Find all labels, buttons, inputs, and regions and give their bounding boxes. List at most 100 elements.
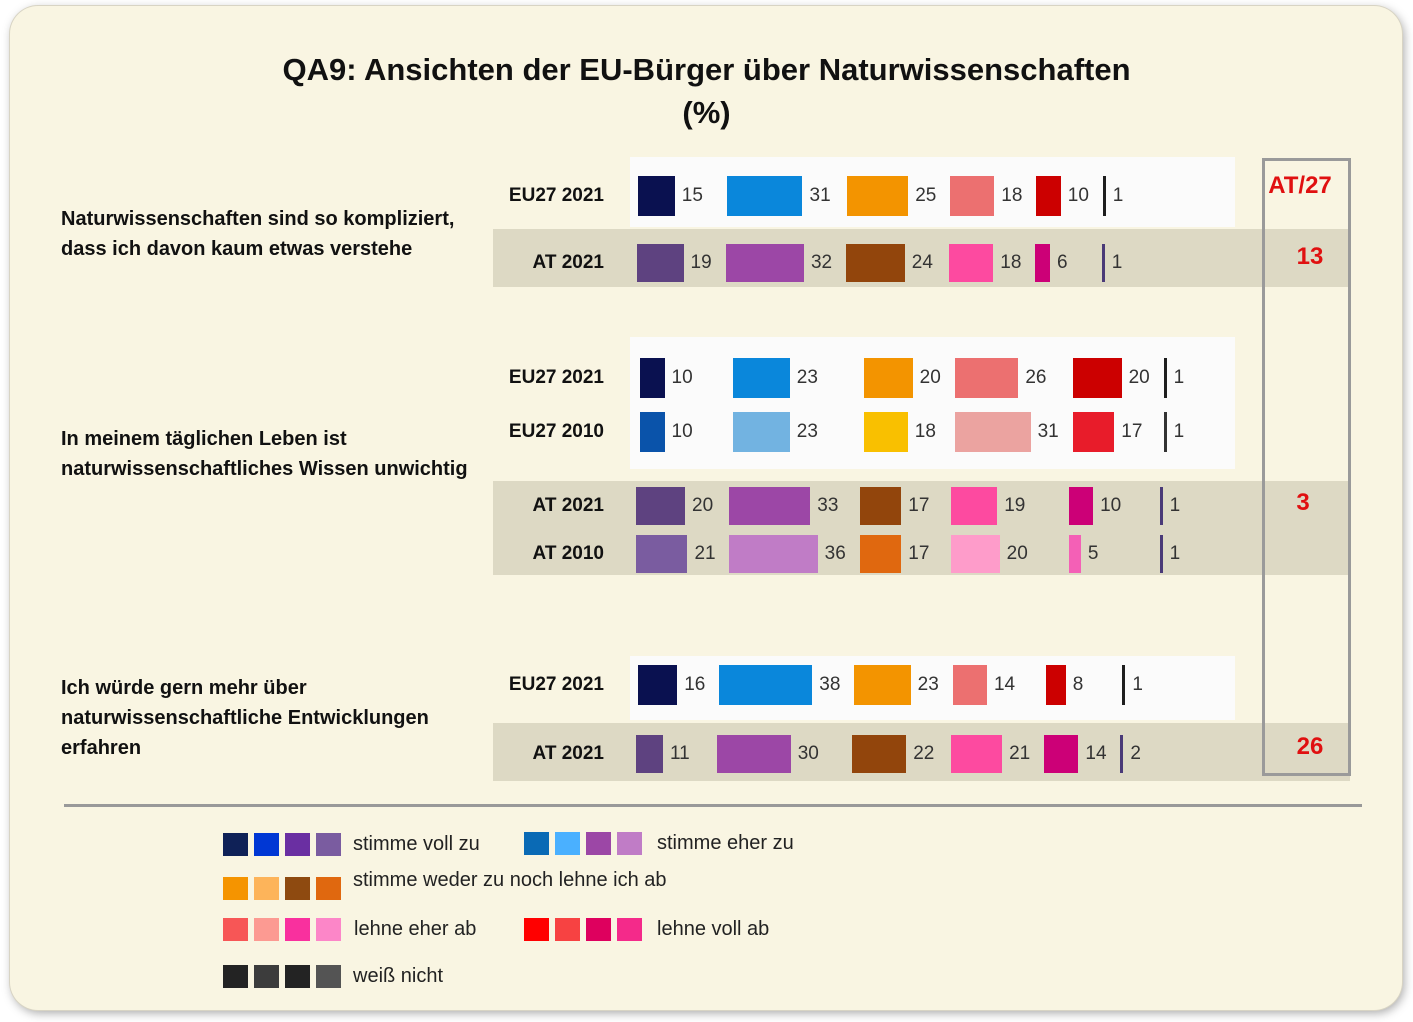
chart-subtitle: (%) <box>682 95 731 130</box>
data-label: 23 <box>796 367 818 388</box>
bar-2 <box>733 358 790 398</box>
at-band-q3 <box>493 723 1350 781</box>
data-label: 10 <box>1067 185 1089 206</box>
bar-3 <box>845 244 905 282</box>
legend-swatch <box>254 877 279 900</box>
data-label: 25 <box>915 185 937 206</box>
bar-1 <box>640 358 665 398</box>
bar-6 <box>1122 665 1126 705</box>
series-label: EU27 2021 <box>508 674 604 695</box>
legend-divider <box>64 804 1362 807</box>
bar-3 <box>854 665 911 705</box>
data-label: 10 <box>671 421 693 442</box>
bar-6 <box>1159 487 1163 525</box>
bar-1 <box>638 176 675 216</box>
legend-label: lehne voll ab <box>657 918 770 940</box>
legend-swatch <box>254 918 279 941</box>
data-label: 1 <box>1169 543 1181 564</box>
legend-swatch <box>555 918 580 941</box>
bar-4 <box>950 735 1003 773</box>
bar-5 <box>1072 412 1115 452</box>
legend-swatch <box>316 833 341 856</box>
legend-swatch <box>586 832 611 855</box>
bar-3 <box>859 535 902 573</box>
bar-4 <box>949 244 994 282</box>
data-label: 10 <box>1100 495 1122 516</box>
bar-2 <box>733 412 790 452</box>
bar-5 <box>1035 244 1050 282</box>
data-label: 17 <box>908 543 930 564</box>
data-label: 18 <box>914 421 936 442</box>
legend-swatch <box>316 965 341 988</box>
legend-swatch <box>254 833 279 856</box>
data-label: 23 <box>796 421 818 442</box>
bar-6 <box>1102 176 1106 216</box>
data-label: 15 <box>681 185 703 206</box>
data-label: 1 <box>1169 495 1181 516</box>
data-label: 24 <box>911 252 933 273</box>
bar-3 <box>859 487 902 525</box>
bar-3 <box>863 358 913 398</box>
legend-swatch <box>555 832 580 855</box>
legend-label: weiß nicht <box>353 965 444 987</box>
legend-swatch <box>586 918 611 941</box>
data-label: 21 <box>694 543 716 564</box>
data-label: 5 <box>1087 543 1099 564</box>
data-label: 2 <box>1130 743 1141 764</box>
bar-6 <box>1163 358 1167 398</box>
legend-swatch <box>617 832 642 855</box>
ratio-header: AT/27 <box>1268 172 1332 199</box>
data-label: 31 <box>809 185 831 206</box>
legend-swatch <box>316 918 341 941</box>
data-label: 20 <box>692 495 714 516</box>
legend-swatch <box>223 918 248 941</box>
bar-2 <box>717 735 791 773</box>
data-label: 14 <box>1085 743 1107 764</box>
data-label: 32 <box>810 252 833 273</box>
legend-swatch <box>285 877 310 900</box>
bar-6 <box>1159 535 1163 573</box>
bar-1 <box>636 487 685 525</box>
bar-3 <box>846 176 909 216</box>
bar-5 <box>1068 487 1094 525</box>
bar-1 <box>637 244 684 282</box>
bar-2 <box>729 535 818 573</box>
question-3-text: Ich würde gern mehr über naturwissenscha… <box>61 677 429 759</box>
ratio-value-q3: 26 <box>1296 733 1324 760</box>
data-label: 21 <box>1009 743 1031 764</box>
data-label: 10 <box>671 367 693 388</box>
legend-swatch <box>285 833 310 856</box>
data-label: 20 <box>919 367 941 388</box>
data-label: 18 <box>1001 185 1023 206</box>
data-label: 19 <box>1004 495 1026 516</box>
legend-swatch <box>223 877 248 900</box>
data-label: 6 <box>1057 252 1068 273</box>
bar-6 <box>1163 412 1167 452</box>
legend-swatch <box>223 833 248 856</box>
at-band-q1 <box>493 229 1350 287</box>
bar-4 <box>952 665 987 705</box>
data-label: 17 <box>908 495 930 516</box>
bar-3 <box>863 412 908 452</box>
bar-2 <box>729 487 811 525</box>
bar-2 <box>725 244 804 282</box>
data-label: 1 <box>1173 367 1185 388</box>
legend-label: stimme voll zu <box>353 833 480 855</box>
data-label: 1 <box>1173 421 1185 442</box>
data-label: 1 <box>1112 185 1124 206</box>
data-label: 14 <box>993 674 1016 695</box>
data-label: 30 <box>797 743 819 764</box>
data-label: 1 <box>1111 252 1123 273</box>
ratio-value-q2: 3 <box>1296 489 1310 516</box>
bar-6 <box>1101 244 1105 282</box>
bar-1 <box>640 412 665 452</box>
data-label: 23 <box>917 674 939 695</box>
at-band-q2 <box>493 481 1350 575</box>
question-2-text: In meinem täglichen Leben ist naturwisse… <box>61 428 468 480</box>
bar-5 <box>1046 665 1066 705</box>
bar-4 <box>950 176 995 216</box>
question-1-text: Naturwissenschaften sind so kompliziert,… <box>61 208 455 260</box>
data-label: 33 <box>817 495 839 516</box>
legend-label: stimme eher zu <box>657 832 794 854</box>
series-label: AT 2021 <box>532 495 604 516</box>
